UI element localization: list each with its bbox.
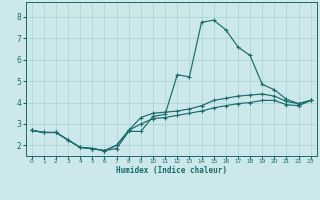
- X-axis label: Humidex (Indice chaleur): Humidex (Indice chaleur): [116, 166, 227, 175]
